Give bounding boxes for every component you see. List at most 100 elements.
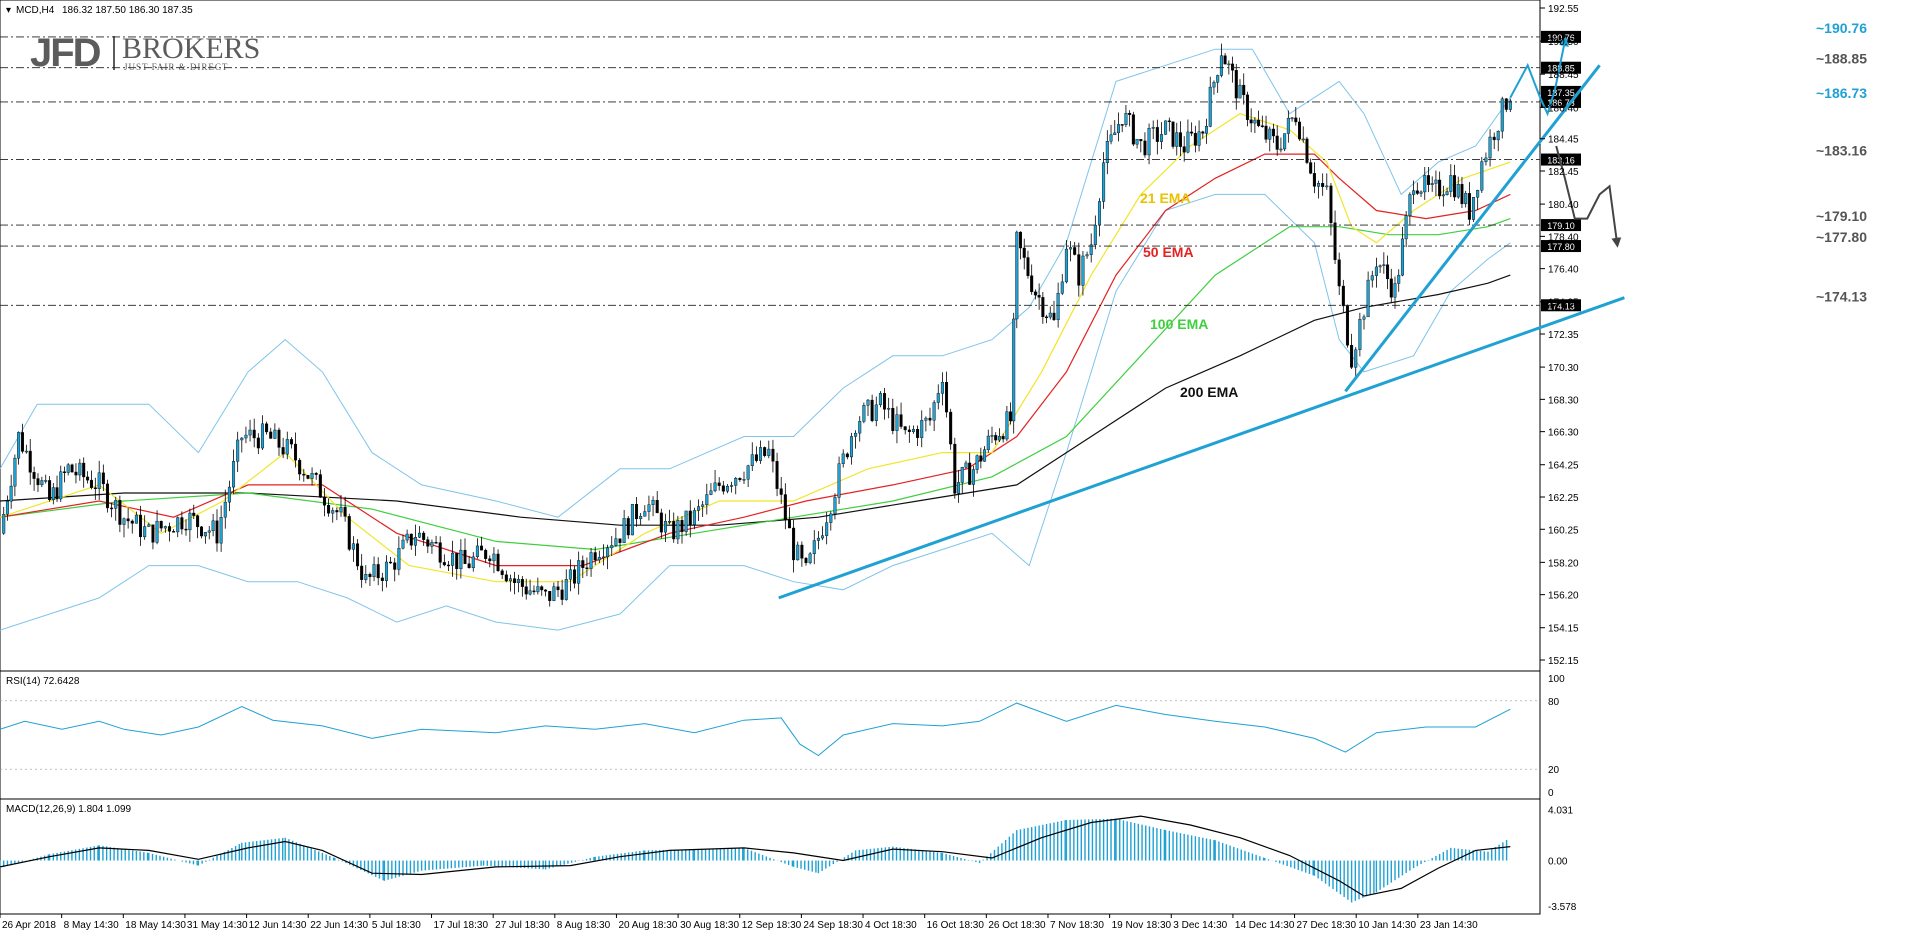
candle-body: [891, 407, 895, 431]
candle-body: [1449, 175, 1453, 192]
candle-body: [816, 537, 820, 541]
candle-body: [1197, 131, 1201, 146]
candle-body: [971, 469, 975, 485]
candle-body: [907, 429, 911, 432]
macd-title: MACD(12,26,9) 1.804 1.099: [6, 804, 132, 815]
candle-body: [1201, 131, 1205, 134]
rsi-axis-tick: 20: [1548, 765, 1560, 776]
time-axis-tick: 27 Jul 18:30: [495, 920, 550, 931]
candle-body: [878, 393, 882, 406]
candle-body: [568, 569, 572, 580]
candle-body: [236, 439, 240, 462]
candle-body: [997, 436, 1001, 441]
candle-body: [62, 471, 66, 473]
candle-body: [792, 527, 796, 561]
candle-body: [829, 513, 833, 523]
candle-body: [442, 562, 446, 566]
candle-body: [20, 432, 24, 452]
candle-body: [1242, 84, 1246, 96]
candle-body: [1193, 133, 1197, 146]
candle-body: [1298, 121, 1302, 140]
ema-label: 200 EMA: [1180, 384, 1238, 400]
candle-body: [1400, 238, 1404, 276]
candle-body: [520, 579, 524, 587]
candle-body: [1484, 157, 1488, 162]
candle-body: [389, 561, 393, 564]
candle-body: [1374, 266, 1378, 276]
price-axis-tick: 182.45: [1548, 167, 1579, 178]
time-axis-tick: 27 Dec 18:30: [1297, 920, 1357, 931]
candle-body: [647, 504, 651, 512]
candle-body: [643, 511, 647, 517]
candle-body: [143, 526, 147, 538]
price-axis-tick: 160.25: [1548, 525, 1579, 536]
candle-body: [1190, 131, 1194, 134]
level-price-tag-text: 174.13: [1547, 301, 1575, 311]
price-axis-tick: 152.15: [1548, 656, 1579, 667]
candle-body: [227, 486, 231, 503]
candle-body: [118, 500, 122, 525]
candle-body: [413, 537, 417, 546]
candle-body: [97, 472, 101, 490]
candle-body: [1260, 125, 1264, 127]
current-price-tag: [1541, 85, 1581, 98]
time-axis-tick: 17 Jul 18:30: [434, 920, 489, 931]
level-price-tag-text: 177.80: [1547, 242, 1575, 252]
price-axis-tick: 166.30: [1548, 428, 1579, 439]
candle-body: [1393, 283, 1397, 298]
candle-body: [1305, 138, 1309, 163]
candle-body: [74, 471, 78, 476]
trendline[interactable]: [1344, 64, 1601, 393]
price-axis-tick: 178.40: [1548, 232, 1579, 243]
price-axis-tick: 162.25: [1548, 493, 1579, 504]
candle-body: [302, 473, 306, 476]
candle-body: [459, 549, 463, 570]
candle-body: [1325, 185, 1329, 188]
level-label: ~186.73: [1816, 85, 1867, 101]
candle-body: [1001, 436, 1005, 440]
candle-body: [887, 407, 891, 410]
header-arrow-icon[interactable]: ▾: [6, 5, 11, 16]
candle-body: [680, 520, 684, 532]
candle-body: [438, 542, 442, 563]
candle-body: [322, 497, 326, 506]
candle-body: [1012, 318, 1016, 422]
candle-body: [630, 504, 634, 536]
candle-body: [86, 476, 90, 481]
candle-body: [1164, 120, 1168, 135]
trendline[interactable]: [778, 296, 1625, 600]
candle-body: [9, 485, 13, 502]
candle-body: [911, 429, 915, 432]
logo-brokers: BROKERS: [122, 32, 260, 65]
candle-body: [467, 563, 471, 569]
candle-body: [1264, 125, 1268, 140]
price-axis-tick: 154.15: [1548, 624, 1579, 635]
candle-body: [223, 501, 227, 518]
candle-body: [1109, 134, 1113, 142]
candle-body: [318, 474, 322, 498]
candle-body: [1019, 231, 1023, 249]
candle-body: [936, 393, 940, 403]
candle-body: [327, 505, 331, 514]
candle-body: [516, 579, 520, 583]
candle-body: [945, 382, 949, 413]
candle-body: [1412, 190, 1416, 195]
level-price-tag: [1541, 219, 1581, 232]
candle-body: [920, 420, 924, 438]
candle-body: [1341, 285, 1345, 307]
candle-body: [2, 513, 6, 534]
candle-body: [1345, 305, 1349, 346]
macd-axis-tick: 0.00: [1548, 857, 1568, 868]
candle-body: [232, 461, 236, 488]
candle-body: [36, 478, 40, 486]
candle-body: [1124, 112, 1128, 125]
level-label: ~179.10: [1816, 208, 1867, 224]
candle-body: [508, 578, 512, 582]
candle-body: [1386, 264, 1390, 280]
price-axis-tick: 156.20: [1548, 591, 1579, 602]
candle-body: [1077, 254, 1081, 286]
candle-body: [775, 461, 779, 489]
candle-body: [24, 450, 28, 453]
candle-body: [1064, 248, 1068, 283]
